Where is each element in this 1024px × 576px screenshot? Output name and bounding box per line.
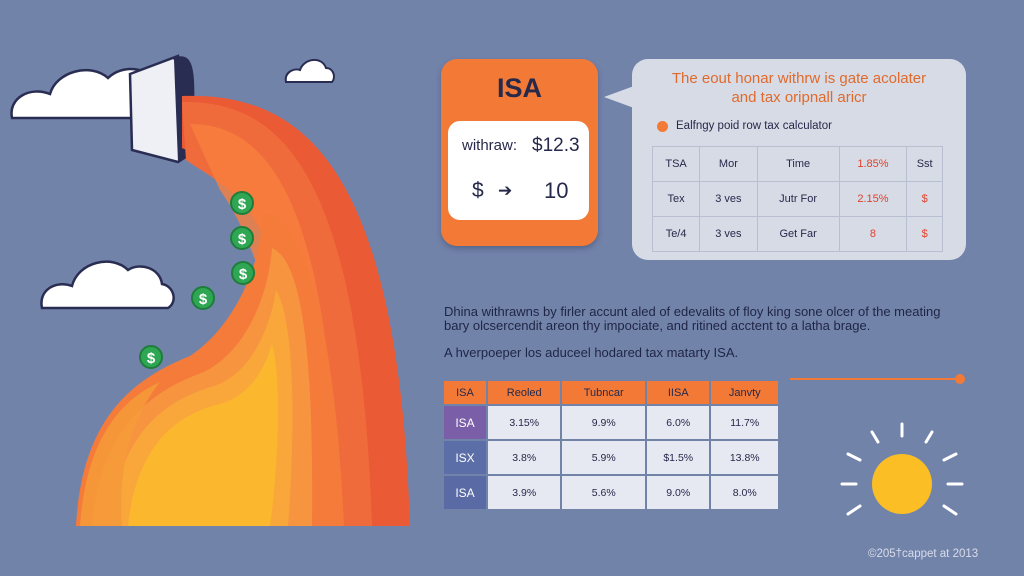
bubble-title-line-2: and tax oripnall aricr	[731, 89, 867, 106]
column-header: Reoled	[487, 381, 561, 404]
row-label: ISA	[444, 406, 486, 439]
table-row: TSA Mor Time 1.85% Sst	[651, 146, 943, 182]
withdraw-panel: withraw: $12.3 $ ➔ 10	[448, 121, 589, 220]
svg-text:$: $	[239, 266, 248, 283]
table-cell: 1.85%	[838, 146, 908, 182]
divider-line	[790, 378, 958, 380]
column-header: ISA	[444, 381, 486, 404]
description-line-3: A hverpoeper los aduceel hodared tax mat…	[444, 345, 739, 360]
coin-icon: $	[191, 286, 215, 310]
coin-icon: $	[230, 191, 254, 215]
column-header: Tubncar	[562, 381, 645, 404]
table-cell: 5.9%	[562, 441, 645, 474]
divider-dot	[955, 374, 965, 384]
withdraw-value: $12.3	[532, 135, 580, 156]
table-cell: 3.8%	[487, 441, 561, 474]
svg-text:$: $	[199, 291, 208, 308]
withdraw-label: withraw:	[462, 137, 518, 154]
column-header: IISA	[646, 381, 710, 404]
table-cell: 9.9%	[562, 406, 645, 439]
bubble-title: The eout honar withrw is gate acolater a…	[642, 69, 956, 107]
description-line-2: bary olcsercendit areon thy impociate, a…	[444, 318, 871, 333]
table-row: Tex 3 ves Jutr For 2.15% $	[651, 181, 943, 217]
table-cell: 2.15%	[838, 181, 908, 217]
coin-icon: $	[230, 226, 254, 250]
coin-icon: $	[139, 345, 163, 369]
svg-text:$: $	[238, 231, 247, 248]
bubble-tail	[604, 86, 634, 108]
table-cell: 11.7%	[711, 406, 778, 439]
copyright-text: ©205†cappet at 2013	[868, 548, 979, 560]
amount-value: 10	[544, 178, 569, 203]
row-label: ISX	[444, 441, 486, 474]
table-row: ISA 3.15% 9.9% 6.0% 11.7%	[444, 406, 778, 439]
bubble-table: TSA Mor Time 1.85% Sst Tex 3 ves Jutr Fo…	[651, 146, 943, 252]
description-text: Dhina withrawns by firler accunt aled of…	[444, 305, 984, 333]
table-cell: 3 ves	[699, 181, 758, 217]
bubble-subtitle: Ealfngy poid row tax calculator	[676, 120, 832, 132]
isa-card: ISA withraw: $12.3 $ ➔ 10	[441, 59, 598, 246]
bubble-title-line-1: The eout honar withrw is gate acolater	[671, 70, 927, 87]
table-cell: 5.6%	[562, 476, 645, 509]
table-cell: 3.9%	[487, 476, 561, 509]
table-cell: Tex	[651, 181, 701, 217]
description-line-1: Dhina withrawns by firler accunt aled of…	[444, 304, 941, 319]
dollar-sign: $	[472, 179, 484, 202]
table-cell: Mor	[699, 146, 758, 182]
calculator-bubble: The eout honar withrw is gate acolater a…	[632, 59, 966, 260]
table-cell: Jutr For	[756, 181, 840, 217]
table-cell: $1.5%	[646, 441, 710, 474]
table-row: ISA 3.9% 5.6% 9.0% 8.0%	[444, 476, 778, 509]
table-cell: 9.0%	[646, 476, 710, 509]
svg-text:$: $	[238, 196, 247, 213]
table-cell: TSA	[651, 146, 701, 182]
coin-icon: $	[231, 261, 255, 285]
cloud-small-top	[284, 59, 335, 83]
cloud-mid-left	[40, 260, 175, 310]
table-cell: 8.0%	[711, 476, 778, 509]
table-cell: 3 ves	[699, 216, 758, 252]
table-cell: Get Far	[756, 216, 840, 252]
table-cell: Time	[756, 146, 840, 182]
table-row: ISX 3.8% 5.9% $1.5% 13.8%	[444, 441, 778, 474]
isa-card-title: ISA	[496, 73, 542, 103]
column-header: Janvty	[711, 381, 778, 404]
table-header-row: ISA Reoled Tubncar IISA Janvty	[444, 381, 778, 404]
table-cell: 13.8%	[711, 441, 778, 474]
table-cell: 3.15%	[487, 406, 561, 439]
table-cell: Sst	[906, 146, 943, 182]
table-cell: Te/4	[651, 216, 701, 252]
table-cell: $	[906, 181, 943, 217]
isa-rates-table: ISA Reoled Tubncar IISA Janvty ISA 3.15%…	[442, 379, 780, 511]
table-row: Te/4 3 ves Get Far 8 $	[651, 216, 943, 252]
sun-icon	[840, 422, 964, 516]
arrow-right-icon: ➔	[498, 181, 513, 200]
row-label: ISA	[444, 476, 486, 509]
table-cell: 6.0%	[646, 406, 710, 439]
svg-text:$: $	[147, 350, 156, 367]
table-cell: $	[906, 216, 943, 252]
table-cell: 8	[838, 216, 908, 252]
bullet-dot-icon	[657, 121, 668, 132]
flow-streams	[76, 95, 410, 526]
